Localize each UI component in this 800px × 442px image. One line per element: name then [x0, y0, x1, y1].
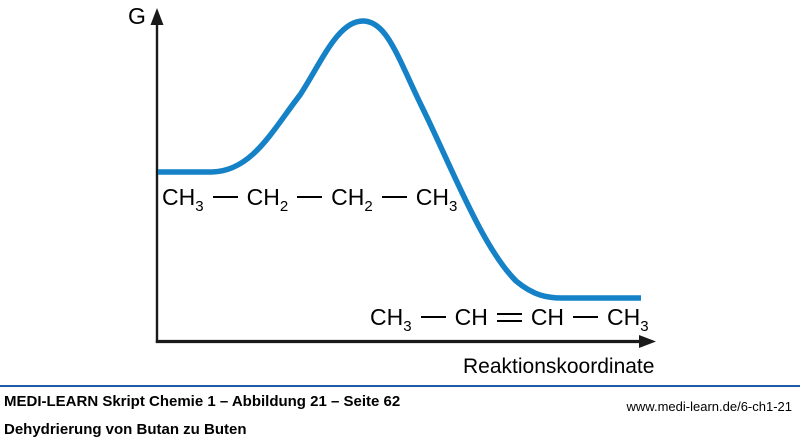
formula-text: CH [246, 184, 280, 210]
formula-text: CH [415, 184, 449, 210]
formula-text: CH [607, 304, 641, 330]
formula-subscript: 3 [403, 318, 412, 335]
figure-source: MEDI-LEARN Skript Chemie 1 – Abbildung 2… [4, 393, 401, 410]
energy-curve [158, 18, 641, 301]
formula-text: CH [162, 184, 196, 210]
double-bond-icon [496, 313, 522, 322]
single-bond-icon [420, 316, 446, 318]
formula-subscript: 2 [279, 198, 289, 215]
y-axis-arrowhead [150, 8, 164, 25]
formula-subscript: 3 [640, 318, 649, 335]
formula-subscript: 3 [448, 198, 458, 215]
single-bond-icon [297, 196, 323, 198]
x-axis-label: Reaktionskoordinate [463, 355, 655, 378]
single-bond-icon [381, 196, 407, 198]
single-bond-icon [573, 316, 599, 318]
formula-subscript: 2 [364, 198, 373, 215]
single-bond-icon [212, 196, 238, 198]
formula-text: CH [530, 304, 565, 330]
formula-text: CH [454, 304, 488, 330]
x-axis-arrowhead [639, 335, 656, 348]
figure-caption: Dehydrierung von Butan zu Buten [4, 421, 247, 438]
y-axis-label: G [128, 3, 146, 29]
source-url: www.medi-learn.de/6-ch1-21 [626, 399, 792, 414]
footer-divider [0, 385, 800, 387]
formula-text: CH [331, 184, 365, 210]
product-formula: CH3 CH CH CH3 [370, 304, 649, 336]
formula-subscript: 3 [195, 198, 204, 215]
formula-text: CH [370, 304, 404, 330]
reactant-formula: CH3 CH2 CH2 CH3 [162, 184, 457, 216]
